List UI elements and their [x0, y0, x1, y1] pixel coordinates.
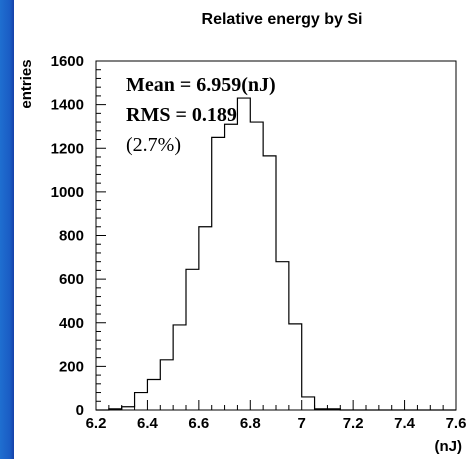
chart-title: Relative energy by Si — [202, 11, 363, 28]
x-tick-label: 7.6 — [446, 415, 467, 432]
y-tick-label: 1200 — [51, 140, 84, 157]
y-tick-label: 1600 — [51, 53, 84, 70]
histogram-bin — [173, 325, 186, 410]
histogram-bin — [135, 393, 148, 410]
histogram-bin — [199, 227, 212, 410]
histogram-bin — [237, 98, 250, 410]
y-tick-label: 1400 — [51, 97, 84, 114]
stats-annotation: RMS = 0.189 — [126, 104, 237, 126]
histogram-bins — [96, 97, 456, 411]
y-tick-label: 400 — [59, 315, 84, 332]
histogram-outline — [96, 97, 456, 411]
histogram-bin — [147, 379, 160, 410]
y-tick-label: 600 — [59, 271, 84, 288]
histogram-bin — [276, 262, 289, 410]
histogram-bin — [225, 124, 238, 410]
histogram-bin — [212, 137, 225, 410]
x-tick-label: 6.8 — [240, 415, 261, 432]
x-axis-label: (nJ) — [435, 438, 463, 455]
histogram-bin — [250, 122, 263, 410]
histogram-bin — [186, 269, 199, 410]
tick-labels: 6.2 6.4 6.6 6.8 7 7.2 7.4 7.6 0 200 400 600 800 1000 1… — [51, 53, 467, 432]
histogram-bin — [289, 324, 302, 410]
y-tick-label: 0 — [76, 402, 84, 419]
y-tick-label: 1000 — [51, 184, 84, 201]
axis-ticks — [95, 60, 457, 411]
histogram-bin — [263, 156, 276, 410]
y-axis-label: entries — [18, 59, 35, 108]
x-tick-label: 7.2 — [343, 415, 364, 432]
x-tick-label: 6.6 — [188, 415, 209, 432]
plot-panel — [14, 0, 468, 459]
y-tick-label: 200 — [59, 358, 84, 375]
stats-box: Mean = 6.959(nJ) RMS = 0.189 (2.7%) — [126, 74, 276, 156]
histogram-bin — [302, 397, 315, 410]
histogram-bin — [160, 360, 173, 410]
stats-annotation: Mean = 6.959(nJ) — [126, 74, 276, 96]
x-tick-label: 7.4 — [394, 415, 416, 432]
x-tick-label: 6.4 — [137, 415, 159, 432]
stats-annotation: (2.7%) — [126, 134, 181, 156]
x-tick-label: 6.2 — [86, 415, 107, 432]
y-tick-label: 800 — [59, 228, 84, 245]
x-tick-label: 7 — [298, 415, 306, 432]
